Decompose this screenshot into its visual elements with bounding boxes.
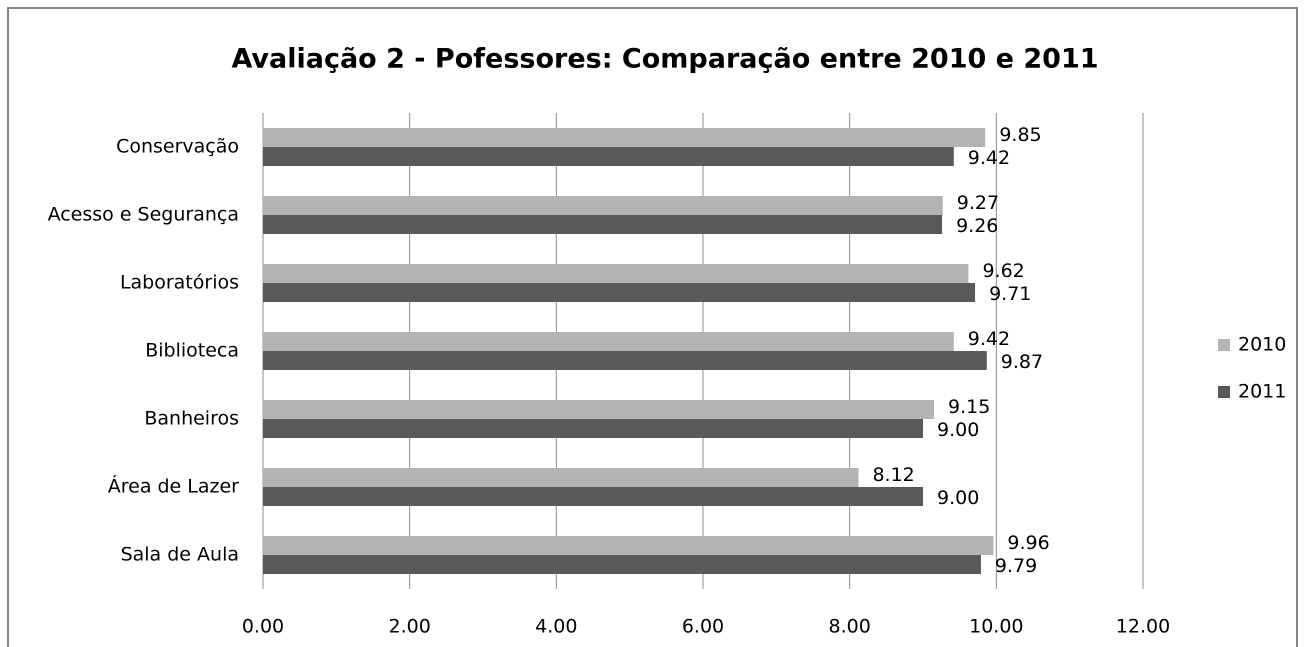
- y-tick-label: Área de Lazer: [108, 475, 239, 498]
- data-label: 9.96: [1007, 532, 1049, 554]
- chart-title: Avaliação 2 - Pofessores: Comparação ent…: [231, 44, 1098, 75]
- x-tick-label: 10.00: [969, 616, 1023, 638]
- y-tick-label: Biblioteca: [145, 340, 239, 362]
- y-tick-label: Conservação: [116, 136, 239, 158]
- data-label: 9.00: [937, 419, 979, 441]
- bar: [263, 555, 981, 574]
- data-label: 9.15: [948, 396, 990, 418]
- bar: [263, 332, 954, 351]
- data-label: 9.79: [995, 555, 1037, 577]
- data-label: 9.71: [989, 283, 1031, 305]
- bar: [263, 351, 987, 370]
- data-label: 9.00: [937, 487, 979, 509]
- bar: [263, 215, 943, 234]
- y-tick-label: Acesso e Segurança: [48, 204, 239, 226]
- bar: [263, 196, 943, 215]
- bar: [263, 128, 986, 147]
- y-tick-label: Laboratórios: [120, 272, 239, 294]
- bar: [263, 468, 859, 487]
- x-tick-label: 12.00: [1116, 616, 1170, 638]
- legend-label: 2011: [1238, 381, 1286, 403]
- data-label: 9.85: [999, 124, 1041, 146]
- bar: [263, 400, 934, 419]
- x-tick-label: 4.00: [535, 616, 577, 638]
- data-label: 9.62: [982, 260, 1024, 282]
- data-label: 9.27: [957, 192, 999, 214]
- data-label: 8.12: [872, 464, 914, 486]
- data-label: 9.87: [1001, 351, 1043, 373]
- bar: [263, 264, 969, 283]
- y-tick-label: Sala de Aula: [121, 544, 239, 566]
- x-tick-label: 8.00: [829, 616, 871, 638]
- legend-label: 2010: [1238, 334, 1286, 356]
- x-tick-label: 2.00: [389, 616, 431, 638]
- bar: [263, 147, 954, 166]
- y-tick-label: Banheiros: [144, 408, 239, 430]
- data-label: 9.26: [956, 215, 998, 237]
- data-label: 9.42: [968, 147, 1010, 169]
- bar: [263, 487, 923, 506]
- x-tick-label: 0.00: [242, 616, 284, 638]
- x-tick-label: 6.00: [682, 616, 724, 638]
- legend-swatch: [1218, 339, 1230, 351]
- data-label: 9.42: [968, 328, 1010, 350]
- bar: [263, 283, 976, 302]
- legend-swatch: [1218, 386, 1230, 398]
- bar: [263, 419, 923, 438]
- bar: [263, 536, 994, 555]
